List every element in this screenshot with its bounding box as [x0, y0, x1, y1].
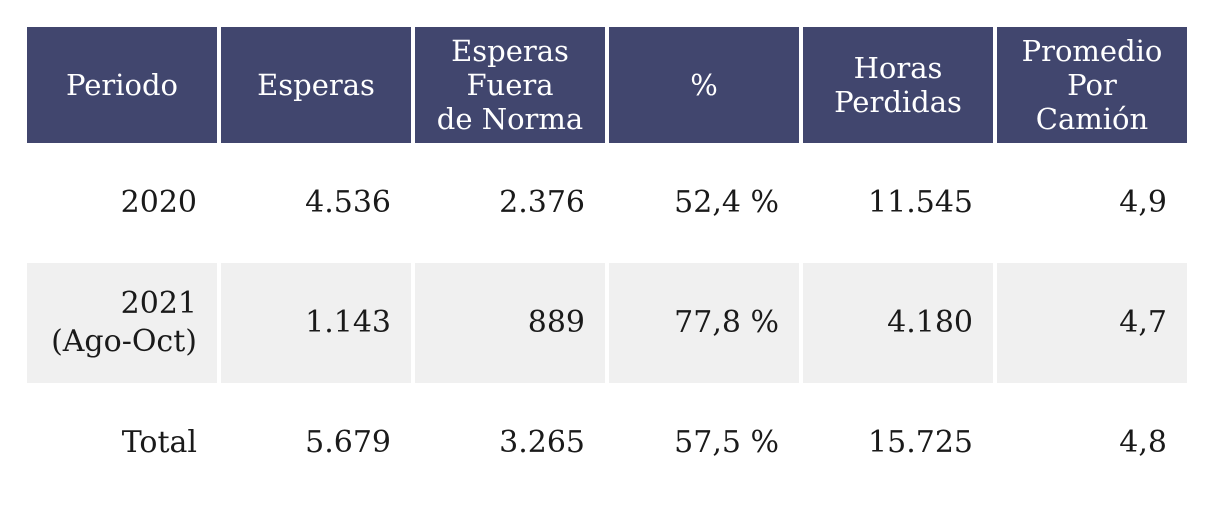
cell-percent: 52,4 %: [674, 185, 779, 220]
cell-periodo: 2020: [120, 185, 197, 220]
data-table-container: Periodo Esperas Esperas Fuera de Norma %…: [27, 27, 1187, 503]
header-percent: %: [609, 27, 799, 143]
cell-horas-perdidas: 4.180: [803, 263, 993, 383]
cell-esperas: 5.679: [305, 425, 391, 460]
cell-percent: 77,8 %: [609, 263, 799, 383]
cell-esperas: 1.143: [221, 263, 411, 383]
data-table: Periodo Esperas Esperas Fuera de Norma %…: [23, 27, 1191, 503]
cell-horas-perdidas: 11.545: [868, 185, 973, 220]
cell-horas-perdidas: 15.725: [868, 425, 973, 460]
header-periodo: Periodo: [27, 27, 217, 143]
cell-esperas: 4.536: [305, 185, 391, 220]
header-esperas-fuera-de-norma: Esperas Fuera de Norma: [415, 27, 605, 143]
cell-fuera-de-norma: 2.376: [499, 185, 585, 220]
cell-promedio: 4,7: [997, 263, 1187, 383]
cell-percent: 57,5 %: [674, 425, 779, 460]
cell-fuera-de-norma: 3.265: [499, 425, 585, 460]
table-row: 2021 (Ago-Oct) 1.143 889 77,8 % 4.180 4,…: [27, 263, 1187, 383]
cell-periodo: Total: [121, 425, 197, 460]
header-horas-perdidas: Horas Perdidas: [803, 27, 993, 143]
table-row: Total 5.679 3.265 57,5 % 15.725 4,8: [27, 383, 1187, 503]
table-row: 2020 4.536 2.376 52,4 % 11.545 4,9: [27, 143, 1187, 263]
cell-promedio: 4,9: [1119, 185, 1167, 220]
header-promedio-por-camion: Promedio Por Camión: [997, 27, 1187, 143]
header-esperas: Esperas: [221, 27, 411, 143]
cell-periodo: 2021 (Ago-Oct): [27, 263, 217, 383]
header-row: Periodo Esperas Esperas Fuera de Norma %…: [27, 27, 1187, 143]
cell-fuera-de-norma: 889: [415, 263, 605, 383]
cell-promedio: 4,8: [1119, 425, 1167, 460]
